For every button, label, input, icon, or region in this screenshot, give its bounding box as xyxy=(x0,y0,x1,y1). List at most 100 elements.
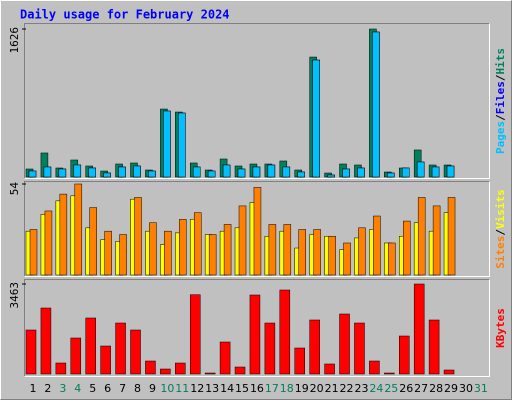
bar xyxy=(130,329,141,375)
y-tick-label: 1626 xyxy=(8,27,21,54)
legend-separator: / xyxy=(494,229,507,236)
bar xyxy=(222,164,231,178)
bar xyxy=(446,165,455,178)
x-tick-label: 3 xyxy=(59,382,66,395)
x-tick-label: 1 xyxy=(30,382,37,395)
x-tick-label: 18 xyxy=(280,382,294,395)
bar xyxy=(179,219,187,276)
bar xyxy=(74,183,83,276)
bar xyxy=(134,197,142,276)
bar xyxy=(267,164,276,178)
bar xyxy=(443,369,455,375)
legend-entry: Hits xyxy=(494,48,507,75)
bar xyxy=(403,220,411,276)
bar xyxy=(164,230,172,276)
bar xyxy=(268,224,277,276)
x-tick-label: 12 xyxy=(190,382,204,395)
bar xyxy=(416,161,425,178)
bar xyxy=(219,341,231,375)
x-tick-label: 9 xyxy=(149,382,156,395)
bar xyxy=(103,172,111,178)
bar xyxy=(354,322,365,375)
x-tick-label: 31 xyxy=(474,382,488,395)
bar xyxy=(145,360,156,375)
bar xyxy=(104,230,112,276)
bar xyxy=(298,229,306,276)
bar xyxy=(372,31,380,178)
bar xyxy=(297,171,305,178)
bar xyxy=(28,170,37,178)
bar xyxy=(148,170,156,178)
legend: Sites/Visits xyxy=(494,189,507,269)
x-tick-label: 24 xyxy=(369,382,383,395)
bar xyxy=(192,166,201,178)
legend-entry: KBytes xyxy=(494,308,507,348)
bar xyxy=(328,235,336,276)
bar xyxy=(249,294,261,375)
bar xyxy=(313,229,321,276)
legend: Pages/Files/Hits xyxy=(494,48,507,154)
bar xyxy=(253,187,262,276)
bar xyxy=(431,166,440,178)
bar xyxy=(373,215,381,276)
chart-title: Daily usage for February 2024 xyxy=(20,8,230,22)
x-tick-label: 28 xyxy=(429,382,443,395)
x-tick-label: 19 xyxy=(295,382,309,395)
bar xyxy=(238,205,247,276)
x-tick-label: 8 xyxy=(134,382,141,395)
bar xyxy=(223,224,232,276)
bar xyxy=(428,319,440,375)
x-tick-label: 23 xyxy=(354,382,368,395)
bar xyxy=(264,322,276,375)
x-tick-label: 26 xyxy=(399,382,413,395)
bar xyxy=(294,347,305,375)
bar xyxy=(193,212,202,276)
panel xyxy=(24,23,490,179)
x-tick-label: 25 xyxy=(384,382,398,395)
bar xyxy=(387,172,395,178)
bar xyxy=(252,166,261,178)
panel-bevel-light xyxy=(24,23,490,179)
x-tick-label: 13 xyxy=(205,382,219,395)
bar xyxy=(413,283,425,375)
bar xyxy=(88,167,96,178)
legend-entry: Sites xyxy=(494,236,507,269)
bar xyxy=(25,329,37,375)
panel-bevel-dark xyxy=(24,181,490,277)
bar xyxy=(369,360,380,375)
bar xyxy=(237,168,246,178)
bar xyxy=(59,193,68,276)
x-tick-label: 14 xyxy=(220,382,234,395)
bar xyxy=(309,319,320,375)
bar xyxy=(208,234,217,276)
bar xyxy=(343,242,351,276)
bar xyxy=(178,112,186,178)
bar xyxy=(44,210,53,276)
bar xyxy=(58,168,67,178)
bar xyxy=(324,363,335,375)
legend-entry: Pages xyxy=(494,121,507,154)
legend-entry: Files xyxy=(494,81,507,114)
x-tick-label: 7 xyxy=(119,382,126,395)
bar xyxy=(70,337,82,375)
x-tick-label: 22 xyxy=(340,382,354,395)
bar xyxy=(43,166,52,178)
x-tick-label: 5 xyxy=(89,382,96,395)
bar xyxy=(115,322,126,375)
panel-bevel-light xyxy=(24,181,490,277)
bar xyxy=(189,294,201,375)
bar xyxy=(100,345,111,375)
bar xyxy=(118,166,126,178)
x-tick-label: 16 xyxy=(250,382,264,395)
bar xyxy=(402,167,410,178)
bar xyxy=(207,170,216,178)
x-tick-label: 21 xyxy=(325,382,339,395)
bar xyxy=(358,227,366,276)
x-tick-label: 6 xyxy=(104,382,111,395)
bar xyxy=(40,307,52,375)
legend-entry: Visits xyxy=(494,189,507,229)
x-tick-label: 10 xyxy=(160,382,174,395)
bar xyxy=(73,164,82,178)
bar xyxy=(89,207,97,276)
